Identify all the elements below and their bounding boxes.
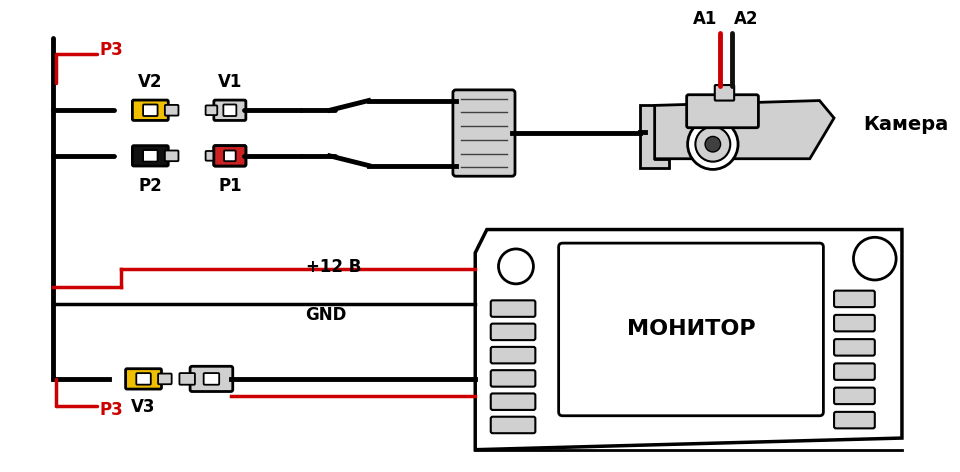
FancyBboxPatch shape [214, 146, 246, 166]
FancyBboxPatch shape [834, 315, 875, 331]
Polygon shape [655, 101, 834, 159]
Polygon shape [640, 105, 669, 169]
FancyBboxPatch shape [559, 243, 824, 416]
FancyBboxPatch shape [158, 373, 172, 384]
FancyBboxPatch shape [491, 300, 536, 317]
FancyBboxPatch shape [834, 291, 875, 307]
FancyBboxPatch shape [491, 417, 536, 433]
FancyBboxPatch shape [165, 151, 179, 161]
FancyBboxPatch shape [132, 100, 168, 120]
Circle shape [705, 136, 721, 152]
FancyBboxPatch shape [143, 104, 157, 116]
Text: V3: V3 [132, 398, 156, 416]
Text: P3: P3 [100, 41, 124, 59]
FancyBboxPatch shape [204, 373, 219, 385]
Circle shape [695, 127, 731, 161]
Polygon shape [475, 229, 902, 450]
Text: P2: P2 [138, 177, 162, 195]
Text: A2: A2 [734, 10, 758, 28]
Text: МОНИТОР: МОНИТОР [627, 320, 756, 339]
Text: P1: P1 [218, 177, 242, 195]
FancyBboxPatch shape [126, 369, 161, 389]
FancyBboxPatch shape [834, 339, 875, 355]
FancyBboxPatch shape [834, 412, 875, 429]
FancyBboxPatch shape [491, 370, 536, 387]
Text: Камера: Камера [863, 115, 948, 135]
FancyBboxPatch shape [165, 105, 179, 116]
FancyBboxPatch shape [205, 151, 217, 160]
Text: P3: P3 [100, 401, 124, 419]
FancyBboxPatch shape [491, 394, 536, 410]
Text: V1: V1 [218, 73, 242, 91]
FancyBboxPatch shape [214, 146, 246, 166]
FancyBboxPatch shape [190, 366, 232, 391]
FancyBboxPatch shape [686, 95, 758, 128]
Circle shape [687, 119, 738, 169]
Circle shape [498, 249, 534, 284]
Text: A1: A1 [693, 10, 718, 28]
Text: +12 В: +12 В [305, 258, 361, 277]
FancyBboxPatch shape [224, 150, 236, 161]
FancyBboxPatch shape [715, 85, 734, 101]
FancyBboxPatch shape [180, 373, 195, 385]
FancyBboxPatch shape [205, 105, 217, 115]
FancyBboxPatch shape [143, 150, 157, 161]
FancyBboxPatch shape [214, 100, 246, 120]
FancyBboxPatch shape [491, 347, 536, 363]
FancyBboxPatch shape [834, 363, 875, 380]
Circle shape [853, 237, 896, 280]
Text: GND: GND [305, 306, 347, 324]
FancyBboxPatch shape [136, 373, 151, 385]
FancyBboxPatch shape [834, 388, 875, 404]
FancyBboxPatch shape [224, 104, 236, 116]
Text: V2: V2 [138, 73, 162, 91]
FancyBboxPatch shape [491, 324, 536, 340]
FancyBboxPatch shape [132, 146, 168, 166]
FancyBboxPatch shape [224, 151, 235, 161]
FancyBboxPatch shape [453, 90, 515, 176]
